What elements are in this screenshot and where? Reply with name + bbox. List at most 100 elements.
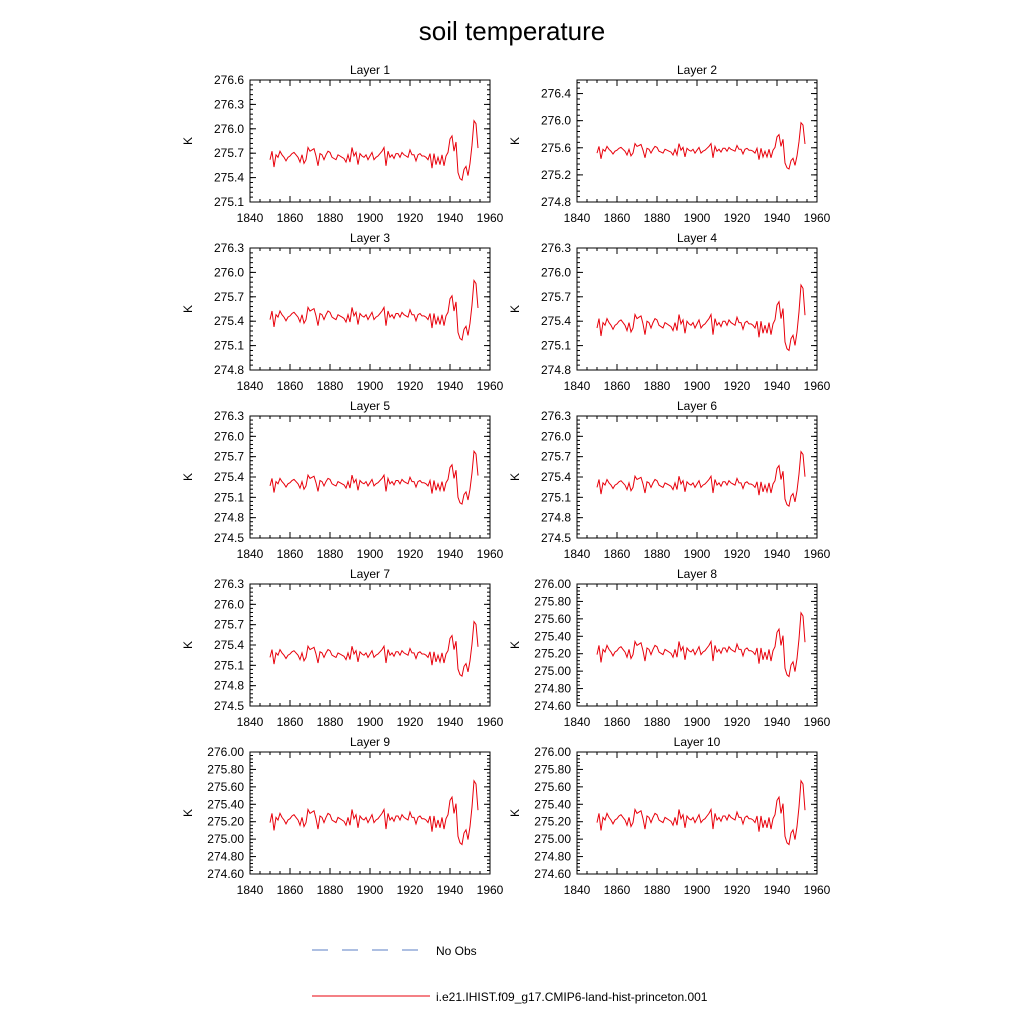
x-tick-label: 1860 [277,883,304,897]
y-tick-label: 275.4 [214,314,244,328]
x-tick-label: 1900 [357,547,384,561]
y-tick-label: 276.3 [214,97,244,111]
y-axis-label: K [508,641,522,649]
y-axis-label: K [181,305,195,313]
y-tick-label: 276.0 [214,265,244,279]
x-tick-label: 1920 [724,379,751,393]
y-tick-label: 274.60 [207,867,244,881]
x-tick-label: 1900 [684,379,711,393]
x-tick-label: 1920 [397,883,424,897]
y-tick-label: 275.4 [541,470,571,484]
y-tick-label: 275.60 [534,612,571,626]
x-tick-label: 1880 [644,547,671,561]
y-tick-label: 275.1 [541,339,571,353]
y-tick-label: 276.0 [541,265,571,279]
x-tick-label: 1860 [277,211,304,225]
y-tick-label: 274.8 [214,679,244,693]
y-tick-label: 275.2 [541,168,571,182]
x-tick-label: 1840 [564,379,591,393]
y-axis-label: K [181,641,195,649]
y-tick-label: 275.4 [541,314,571,328]
plot-frame [576,79,818,203]
y-tick-label: 275.60 [207,780,244,794]
y-tick-label: 275.4 [214,171,244,185]
figure-title: soil temperature [419,16,605,46]
plot-frame [249,79,491,203]
y-tick-label: 275.40 [534,797,571,811]
x-tick-label: 1960 [477,715,504,729]
y-tick-label: 275.7 [541,450,571,464]
panel-layer-5: Layer 5 K 1840 1860 1880 1900 1920 1940 1960 274.… [181,399,504,561]
x-tick-label: 1940 [764,547,791,561]
x-tick-label: 1920 [397,379,424,393]
y-tick-label: 276.00 [534,577,571,591]
series-line-model [269,620,479,677]
x-tick-label: 1860 [277,547,304,561]
series-line-model [596,611,806,678]
y-axis-label: K [508,305,522,313]
legend-no-obs-label: No Obs [436,944,477,958]
x-tick-label: 1880 [644,883,671,897]
x-tick-label: 1960 [804,211,831,225]
y-tick-label: 276.0 [214,429,244,443]
panel-title: Layer 9 [350,735,390,749]
y-tick-label: 276.0 [214,597,244,611]
x-tick-label: 1880 [317,883,344,897]
x-tick-label: 1920 [397,211,424,225]
y-tick-label: 276.00 [207,745,244,759]
panel-title: Layer 3 [350,231,390,245]
x-tick-label: 1860 [604,547,631,561]
y-tick-label: 274.8 [541,511,571,525]
panels: Layer 1 K 1840 1860 1880 1900 1920 1940 1960 275.… [181,63,831,897]
panel-title: Layer 8 [677,567,717,581]
x-tick-label: 1920 [724,547,751,561]
y-tick-label: 274.80 [534,682,571,696]
y-tick-label: 275.4 [214,470,244,484]
x-tick-label: 1920 [724,715,751,729]
y-tick-label: 276.0 [541,429,571,443]
y-tick-label: 274.60 [534,867,571,881]
y-tick-label: 275.60 [534,780,571,794]
y-tick-label: 275.4 [214,638,244,652]
y-tick-label: 275.7 [214,146,244,160]
y-tick-label: 274.60 [534,699,571,713]
x-tick-label: 1840 [237,715,264,729]
x-tick-label: 1880 [317,379,344,393]
y-tick-label: 274.8 [214,511,244,525]
x-tick-label: 1960 [804,715,831,729]
x-tick-label: 1940 [764,211,791,225]
panel-title: Layer 10 [674,735,721,749]
x-tick-label: 1840 [564,211,591,225]
y-tick-label: 275.00 [207,832,244,846]
x-tick-label: 1840 [564,883,591,897]
y-axis-label: K [508,473,522,481]
panel-title: Layer 1 [350,63,390,77]
panel-title: Layer 4 [677,231,717,245]
y-tick-label: 275.00 [534,664,571,678]
y-tick-label: 275.7 [214,450,244,464]
x-tick-label: 1960 [477,379,504,393]
x-tick-label: 1920 [724,883,751,897]
x-tick-label: 1900 [357,715,384,729]
x-tick-label: 1900 [684,883,711,897]
x-tick-label: 1920 [397,547,424,561]
y-axis-label: K [181,473,195,481]
x-tick-label: 1920 [397,715,424,729]
y-tick-label: 275.20 [534,647,571,661]
x-tick-label: 1940 [764,379,791,393]
x-tick-label: 1900 [684,547,711,561]
x-tick-label: 1840 [564,715,591,729]
y-tick-label: 275.7 [541,290,571,304]
x-tick-label: 1960 [804,379,831,393]
x-tick-label: 1860 [604,883,631,897]
y-tick-label: 276.00 [534,745,571,759]
series-line-model [596,779,806,846]
y-tick-label: 276.3 [541,409,571,423]
x-tick-label: 1900 [684,211,711,225]
y-tick-label: 274.8 [541,195,571,209]
x-tick-label: 1960 [477,211,504,225]
y-tick-label: 275.20 [534,815,571,829]
panel-title: Layer 5 [350,399,390,413]
x-tick-label: 1880 [317,715,344,729]
